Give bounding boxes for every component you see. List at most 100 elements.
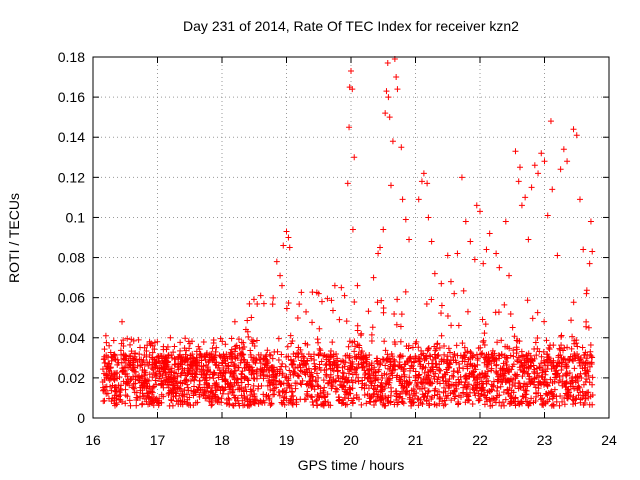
data-point (576, 196, 583, 203)
data-point (284, 343, 291, 350)
data-point (507, 310, 514, 317)
data-point (138, 361, 145, 368)
data-point (570, 358, 577, 365)
data-point (328, 385, 335, 392)
data-point (488, 387, 495, 394)
data-point (134, 362, 141, 369)
data-point (113, 401, 120, 408)
y-tick-label: 0.02 (58, 370, 85, 386)
data-point (251, 375, 258, 382)
data-point (251, 393, 258, 400)
data-point (416, 358, 423, 365)
x-tick-label: 17 (150, 432, 166, 448)
data-point (116, 389, 123, 396)
data-point (231, 362, 238, 369)
data-point (208, 350, 215, 357)
data-point (298, 350, 305, 357)
data-point (356, 344, 363, 351)
data-point (352, 367, 359, 374)
data-point (567, 353, 574, 360)
data-point (257, 292, 264, 299)
data-point (329, 366, 336, 373)
y-axis-label: ROTI / TECUs (6, 193, 22, 283)
data-point (514, 357, 521, 364)
data-point (203, 371, 210, 378)
data-point (107, 349, 114, 356)
data-point (241, 373, 248, 380)
data-point (114, 369, 121, 376)
data-point (498, 337, 505, 344)
data-point (135, 336, 142, 343)
data-point (327, 402, 334, 409)
y-tick-label: 0.12 (58, 169, 85, 185)
data-point (231, 318, 238, 325)
data-point (204, 384, 211, 391)
data-point (540, 357, 547, 364)
data-point (480, 337, 487, 344)
data-point (366, 371, 373, 378)
data-point (570, 126, 577, 133)
data-point (551, 378, 558, 385)
data-point (230, 360, 237, 367)
data-point (366, 352, 373, 359)
data-point (481, 401, 488, 408)
data-point (222, 341, 229, 348)
data-point (534, 309, 541, 316)
data-point (366, 398, 373, 405)
data-point (168, 388, 175, 395)
data-point (471, 374, 478, 381)
y-tick-label: 0.06 (58, 290, 85, 306)
data-point (309, 373, 316, 380)
data-point (200, 338, 207, 345)
data-point (385, 400, 392, 407)
data-point (451, 395, 458, 402)
data-point (158, 391, 165, 398)
data-point (183, 356, 190, 363)
data-point (312, 363, 319, 370)
data-point (359, 363, 366, 370)
data-point (191, 383, 198, 390)
data-point (185, 369, 192, 376)
data-point (561, 380, 568, 387)
data-point (546, 355, 553, 362)
data-point (378, 396, 385, 403)
data-point (522, 387, 529, 394)
data-point (453, 385, 460, 392)
data-point (353, 371, 360, 378)
data-point (462, 218, 469, 225)
data-point (507, 352, 514, 359)
data-point (431, 351, 438, 358)
data-point (527, 380, 534, 387)
data-point (404, 358, 411, 365)
data-point (496, 264, 503, 271)
data-point (529, 315, 536, 322)
data-point (496, 392, 503, 399)
data-point (582, 395, 589, 402)
data-point (583, 355, 590, 362)
data-point (171, 361, 178, 368)
data-point (343, 318, 350, 325)
data-point (379, 375, 386, 382)
data-point (554, 359, 561, 366)
data-point (168, 397, 175, 404)
data-point (212, 381, 219, 388)
data-point (177, 339, 184, 346)
data-point (377, 360, 384, 367)
data-point (175, 363, 182, 370)
data-point (550, 342, 557, 349)
data-point (105, 354, 112, 361)
data-point (477, 208, 483, 215)
data-point (523, 351, 530, 358)
data-point (454, 250, 461, 257)
data-point (189, 354, 196, 361)
data-point (277, 381, 284, 388)
data-point (473, 202, 480, 209)
data-point (565, 393, 572, 400)
data-point (130, 380, 137, 387)
data-point (266, 396, 273, 403)
data-point (105, 365, 112, 372)
data-point (580, 401, 587, 408)
data-point (494, 378, 501, 385)
data-point (453, 379, 460, 386)
data-point (123, 370, 130, 377)
